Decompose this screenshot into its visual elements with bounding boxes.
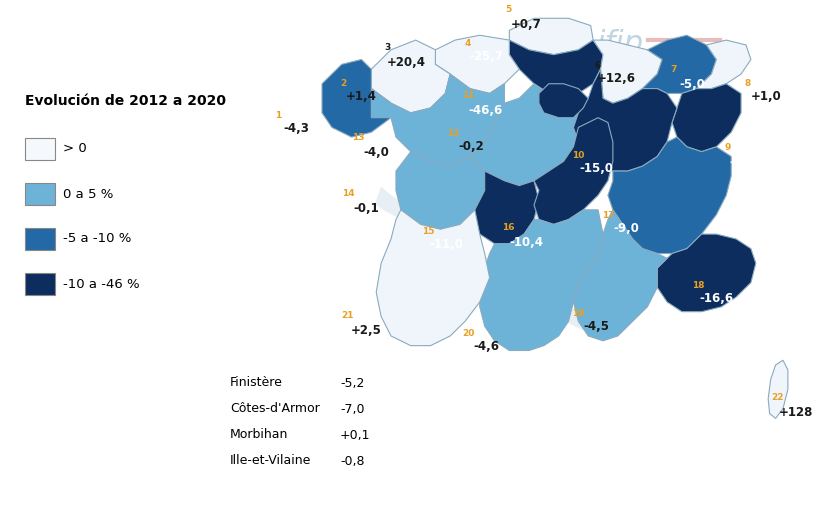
Polygon shape	[657, 234, 755, 312]
Text: -10,4: -10,4	[509, 236, 542, 248]
Text: +0,7: +0,7	[510, 17, 541, 30]
Text: -9,0: -9,0	[613, 223, 638, 236]
Polygon shape	[376, 210, 489, 345]
Text: Institut du Porc: Institut du Porc	[572, 56, 667, 70]
Polygon shape	[641, 35, 716, 93]
Text: -46,6: -46,6	[468, 104, 503, 116]
Text: -4,5: -4,5	[582, 321, 609, 333]
Text: 16: 16	[501, 224, 514, 233]
Text: 15: 15	[421, 227, 434, 236]
Text: 13: 13	[351, 134, 364, 143]
Text: -5,0: -5,0	[678, 78, 704, 90]
Polygon shape	[469, 171, 538, 244]
Text: Côtes-d'Armor: Côtes-d'Armor	[229, 402, 319, 416]
Polygon shape	[435, 35, 518, 93]
Text: -7,0: -7,0	[340, 402, 364, 416]
Text: 19: 19	[571, 308, 584, 318]
Text: -17,2: -17,2	[728, 155, 762, 169]
Text: 3: 3	[355, 113, 484, 263]
Polygon shape	[607, 137, 731, 253]
Text: +12,6: +12,6	[595, 73, 635, 85]
Text: 12: 12	[446, 129, 459, 138]
Bar	[25, 273, 55, 295]
Text: +1,0: +1,0	[749, 90, 781, 104]
Polygon shape	[572, 210, 667, 341]
Polygon shape	[509, 40, 602, 99]
Text: -0,1: -0,1	[353, 202, 378, 214]
Text: +2,5: +2,5	[351, 324, 381, 336]
Text: 5: 5	[505, 6, 510, 15]
Text: 1: 1	[274, 111, 281, 119]
Polygon shape	[371, 74, 504, 166]
Polygon shape	[469, 84, 582, 185]
Text: Ille-et-Vilaine: Ille-et-Vilaine	[229, 455, 311, 467]
Text: -0,8: -0,8	[340, 455, 364, 467]
Text: 22: 22	[771, 394, 783, 402]
Text: 3: 3	[448, 176, 571, 320]
Text: -0,2: -0,2	[458, 141, 483, 153]
Text: 10: 10	[571, 150, 583, 160]
Polygon shape	[322, 59, 391, 137]
Text: 4: 4	[464, 39, 471, 48]
Text: 3: 3	[384, 44, 391, 52]
Text: Finistère: Finistère	[229, 376, 283, 390]
Text: -5 a -10 %: -5 a -10 %	[63, 233, 131, 245]
Text: 21: 21	[342, 311, 354, 321]
Text: -25,7: -25,7	[468, 50, 502, 64]
Polygon shape	[767, 360, 787, 419]
Text: 6: 6	[594, 60, 600, 70]
Text: 11: 11	[461, 91, 473, 101]
Text: +128: +128	[778, 405, 812, 419]
Text: 14: 14	[342, 189, 354, 199]
Text: +0,1: +0,1	[340, 429, 370, 441]
Text: -4,0: -4,0	[363, 145, 388, 158]
Text: 7: 7	[670, 66, 676, 75]
Text: -11,0: -11,0	[428, 238, 463, 251]
Text: Morbihan: Morbihan	[229, 429, 288, 441]
Polygon shape	[533, 118, 612, 225]
Polygon shape	[396, 152, 484, 229]
Text: -4,6: -4,6	[473, 340, 499, 354]
Text: -10 a -46 %: -10 a -46 %	[63, 277, 139, 291]
Polygon shape	[479, 210, 602, 351]
Text: 0 a 5 %: 0 a 5 %	[63, 187, 113, 201]
Text: 20: 20	[461, 329, 473, 337]
Polygon shape	[592, 40, 662, 103]
Text: +20,4: +20,4	[386, 55, 425, 69]
Polygon shape	[371, 40, 450, 113]
Text: -15,0: -15,0	[578, 163, 613, 175]
Text: > 0: > 0	[63, 143, 87, 155]
Text: +1,4: +1,4	[345, 90, 376, 104]
Polygon shape	[538, 84, 587, 118]
Text: ifip: ifip	[595, 28, 643, 57]
Bar	[25, 228, 55, 250]
Polygon shape	[672, 84, 740, 152]
Polygon shape	[696, 40, 750, 88]
Text: -4,3: -4,3	[283, 122, 309, 136]
Text: Evolución de 2012 a 2020: Evolución de 2012 a 2020	[25, 94, 226, 108]
Bar	[25, 138, 55, 160]
Text: 2: 2	[339, 79, 346, 87]
Text: -16,6: -16,6	[698, 293, 732, 305]
Polygon shape	[572, 69, 676, 171]
Polygon shape	[509, 18, 592, 55]
Text: 8: 8	[744, 79, 750, 87]
Text: 3: 3	[541, 235, 658, 371]
Bar	[25, 183, 55, 205]
Text: 9: 9	[724, 143, 731, 152]
Text: -5,2: -5,2	[340, 376, 364, 390]
Text: 17: 17	[601, 210, 613, 219]
Text: 18: 18	[691, 280, 704, 290]
